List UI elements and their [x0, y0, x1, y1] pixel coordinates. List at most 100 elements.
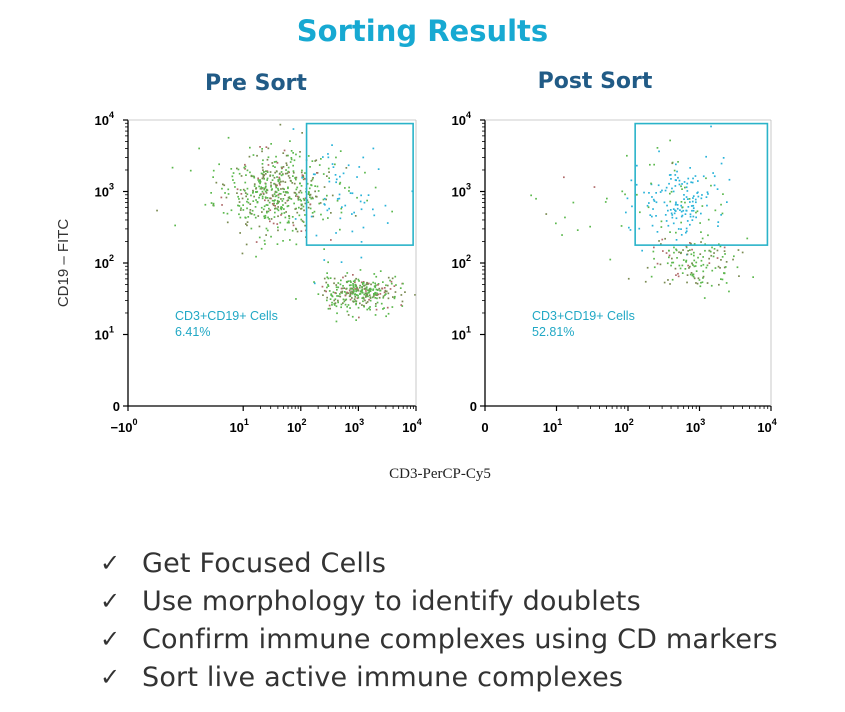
data-point	[246, 207, 248, 210]
check-icon: ✓	[100, 663, 121, 691]
data-point	[701, 194, 703, 196]
data-point	[670, 190, 673, 193]
data-point	[692, 177, 694, 180]
data-point	[262, 174, 265, 176]
data-point	[299, 189, 302, 192]
data-point	[340, 287, 343, 290]
data-point	[281, 167, 283, 169]
data-point	[294, 192, 297, 194]
x-tick-label: 102	[614, 417, 633, 435]
data-point	[358, 166, 361, 168]
data-point	[315, 159, 318, 162]
data-point	[292, 128, 295, 130]
data-point	[639, 211, 641, 214]
data-point	[316, 172, 318, 174]
data-point	[223, 184, 226, 187]
data-point	[692, 197, 694, 199]
data-point	[690, 272, 693, 274]
data-point	[365, 296, 367, 298]
data-point	[713, 184, 716, 187]
data-point	[355, 293, 357, 296]
data-point	[699, 253, 702, 255]
data-point	[359, 290, 362, 293]
data-point	[323, 248, 325, 250]
data-point	[349, 292, 352, 295]
data-point	[278, 178, 281, 181]
data-point	[266, 177, 269, 180]
data-point	[720, 162, 723, 165]
data-point	[572, 201, 575, 204]
data-point	[210, 202, 213, 204]
data-point	[351, 290, 353, 293]
data-point	[295, 188, 298, 191]
data-point	[274, 195, 277, 198]
data-point	[670, 264, 672, 267]
data-point	[675, 274, 677, 276]
data-point	[658, 240, 660, 242]
data-point	[646, 266, 649, 269]
data-point	[350, 284, 352, 286]
y-axis-label: CD19 – FITC	[55, 219, 72, 308]
data-point	[264, 243, 266, 245]
data-point	[723, 246, 726, 249]
data-point	[244, 217, 247, 219]
data-point	[275, 186, 278, 189]
data-point	[276, 223, 279, 225]
data-point	[294, 177, 297, 180]
data-point	[300, 171, 303, 174]
data-point	[307, 206, 310, 209]
data-point	[383, 307, 385, 309]
data-point	[659, 263, 662, 266]
data-point	[660, 226, 663, 228]
x-tick-label: 0	[481, 420, 488, 435]
data-point	[722, 157, 725, 159]
data-point	[684, 268, 687, 270]
data-point	[276, 208, 279, 210]
data-point	[222, 183, 224, 186]
data-point	[692, 209, 695, 212]
data-point	[696, 282, 699, 285]
data-point	[701, 205, 704, 207]
data-point	[290, 198, 293, 200]
data-point	[650, 183, 653, 186]
data-point	[335, 320, 338, 323]
data-point	[368, 294, 371, 297]
data-point	[681, 264, 684, 267]
data-point	[705, 266, 708, 269]
data-point	[331, 301, 333, 304]
data-point	[274, 205, 276, 207]
data-point	[233, 182, 236, 184]
data-point	[274, 211, 276, 214]
data-point	[249, 209, 252, 211]
data-point	[704, 243, 706, 246]
data-point	[303, 199, 306, 201]
data-point	[365, 283, 368, 286]
data-point	[705, 177, 707, 180]
data-point	[576, 229, 579, 231]
data-point	[242, 209, 245, 211]
data-point	[668, 182, 670, 185]
data-point	[283, 212, 286, 214]
data-point	[714, 267, 717, 269]
data-point	[212, 204, 215, 207]
data-point	[340, 279, 342, 282]
data-point	[376, 301, 379, 304]
data-point	[691, 274, 694, 277]
data-point	[692, 264, 694, 266]
data-point	[278, 192, 281, 195]
data-point	[393, 285, 396, 287]
data-point	[675, 231, 677, 234]
data-point	[298, 191, 300, 194]
data-point	[354, 281, 356, 284]
data-point	[636, 193, 638, 196]
data-point	[325, 281, 328, 284]
data-point	[315, 234, 318, 237]
data-point	[339, 228, 341, 231]
data-point	[394, 291, 397, 293]
data-point	[682, 249, 684, 251]
data-point	[333, 282, 335, 285]
data-point	[232, 179, 234, 181]
data-point	[341, 206, 343, 208]
data-point	[692, 215, 695, 218]
data-point	[267, 147, 270, 150]
